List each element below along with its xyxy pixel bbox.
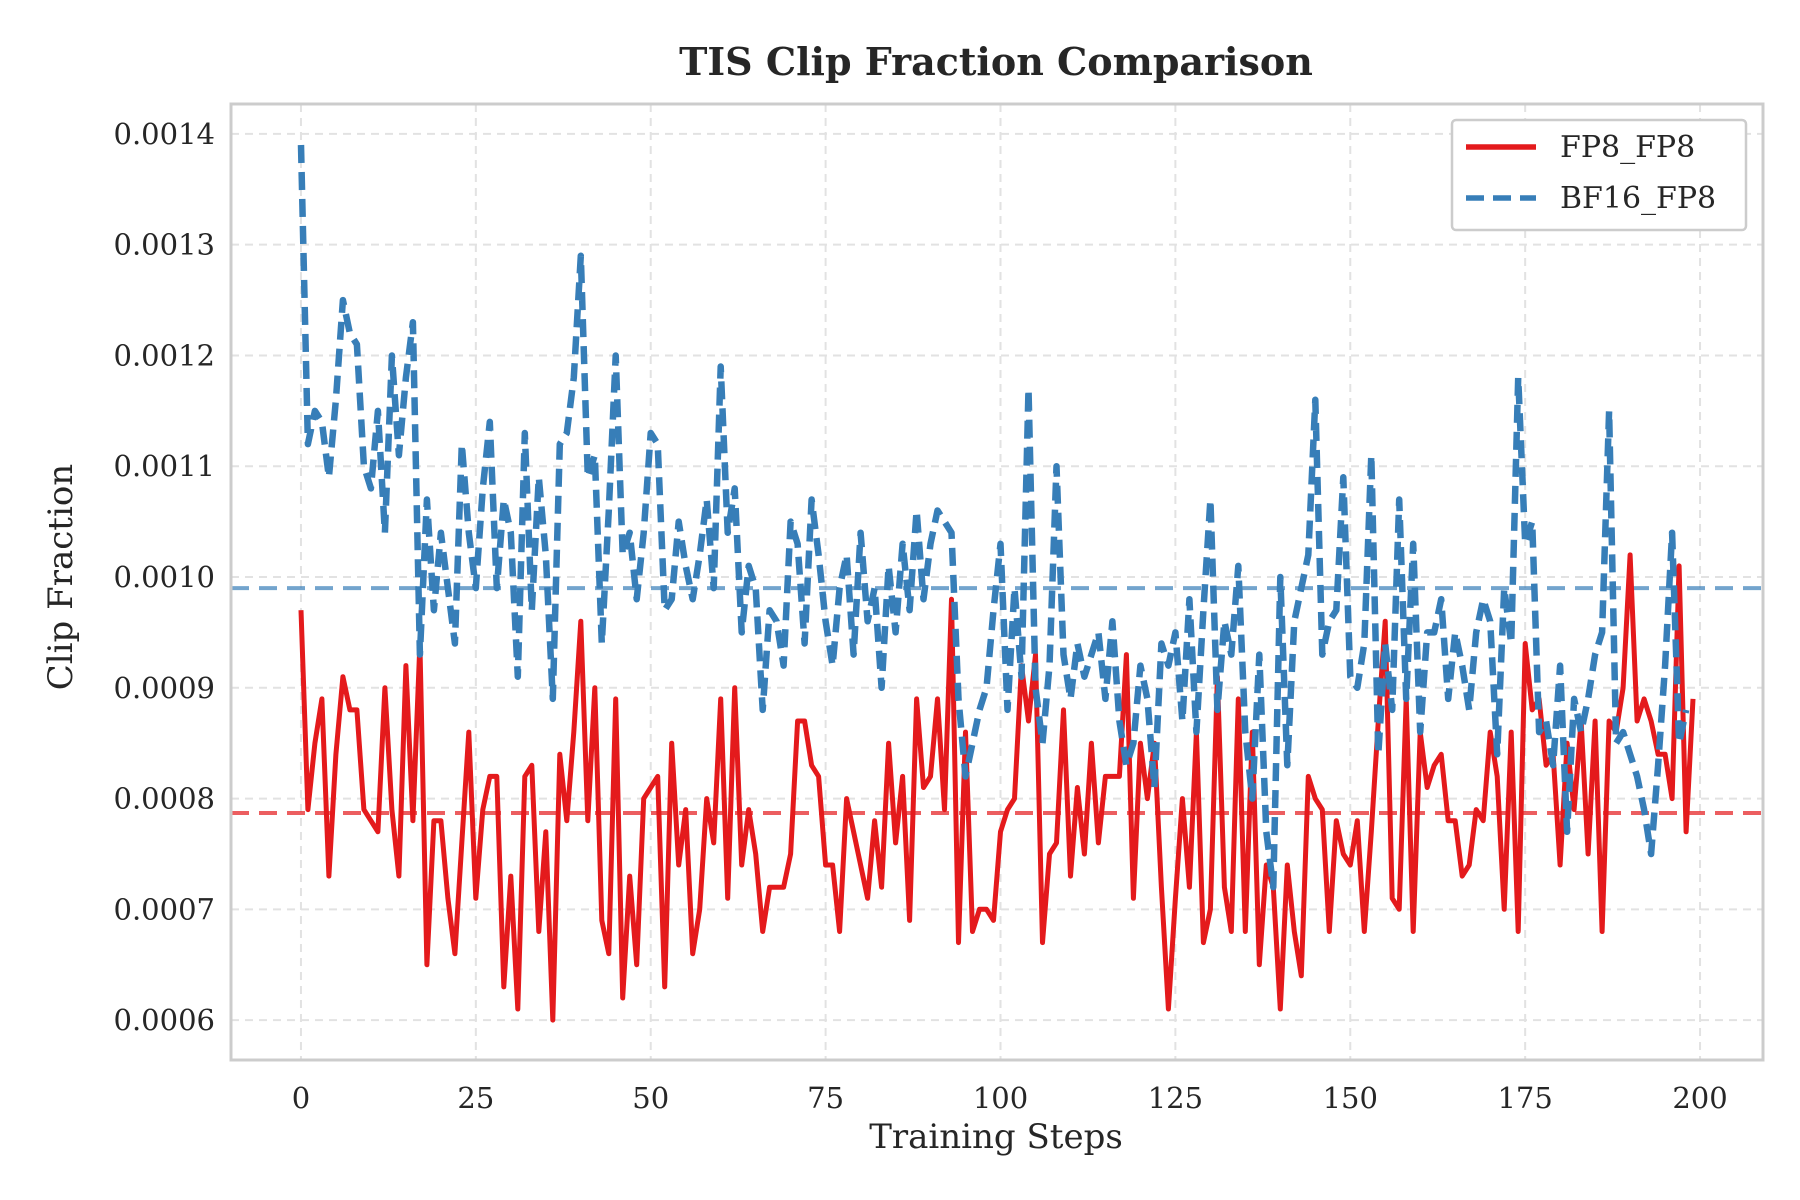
y-tick-label: 0.0008 (114, 782, 215, 816)
y-tick-label: 0.0012 (114, 338, 215, 372)
y-tick-label: 0.0009 (114, 671, 215, 705)
y-tick-label: 0.0013 (114, 228, 215, 262)
x-axis-title: Training Steps (869, 1117, 1123, 1157)
x-tick-label: 100 (973, 1081, 1028, 1115)
y-axis-title: Clip Fraction (41, 464, 81, 690)
x-axis-ticks: 0 25 50 75 100 125 150 175 200 (292, 1081, 1728, 1115)
x-tick-label: 150 (1323, 1081, 1378, 1115)
x-tick-label: 0 (292, 1081, 310, 1115)
x-tick-label: 25 (457, 1081, 494, 1115)
series-lines (297, 144, 1696, 1023)
y-tick-label: 0.0006 (114, 1003, 215, 1037)
x-tick-label: 50 (632, 1081, 669, 1115)
x-tick-label: 75 (807, 1081, 844, 1115)
y-tick-label: 0.0011 (114, 449, 215, 483)
chart-title: TIS Clip Fraction Comparison (679, 39, 1313, 84)
x-tick-label: 175 (1497, 1081, 1552, 1115)
series-line-fp8-fp8 (298, 552, 1696, 1023)
x-tick-label: 200 (1672, 1081, 1727, 1115)
y-tick-label: 0.0010 (114, 560, 215, 594)
grid (231, 104, 1763, 1060)
legend: FP8_FP8 BF16_FP8 (1450, 118, 1748, 232)
y-axis-ticks: 0.0006 0.0007 0.0008 0.0009 0.0010 0.0011 0.00… (114, 117, 215, 1037)
y-tick-label: 0.0014 (114, 117, 215, 151)
plot-area (231, 104, 1763, 1060)
plot-frame (229, 102, 1765, 1062)
legend-label-fp8-fp8: FP8_FP8 (1560, 130, 1695, 165)
y-tick-label: 0.0007 (114, 892, 215, 926)
legend-label-bf16-fp8: BF16_FP8 (1560, 181, 1716, 216)
x-tick-label: 125 (1148, 1081, 1203, 1115)
